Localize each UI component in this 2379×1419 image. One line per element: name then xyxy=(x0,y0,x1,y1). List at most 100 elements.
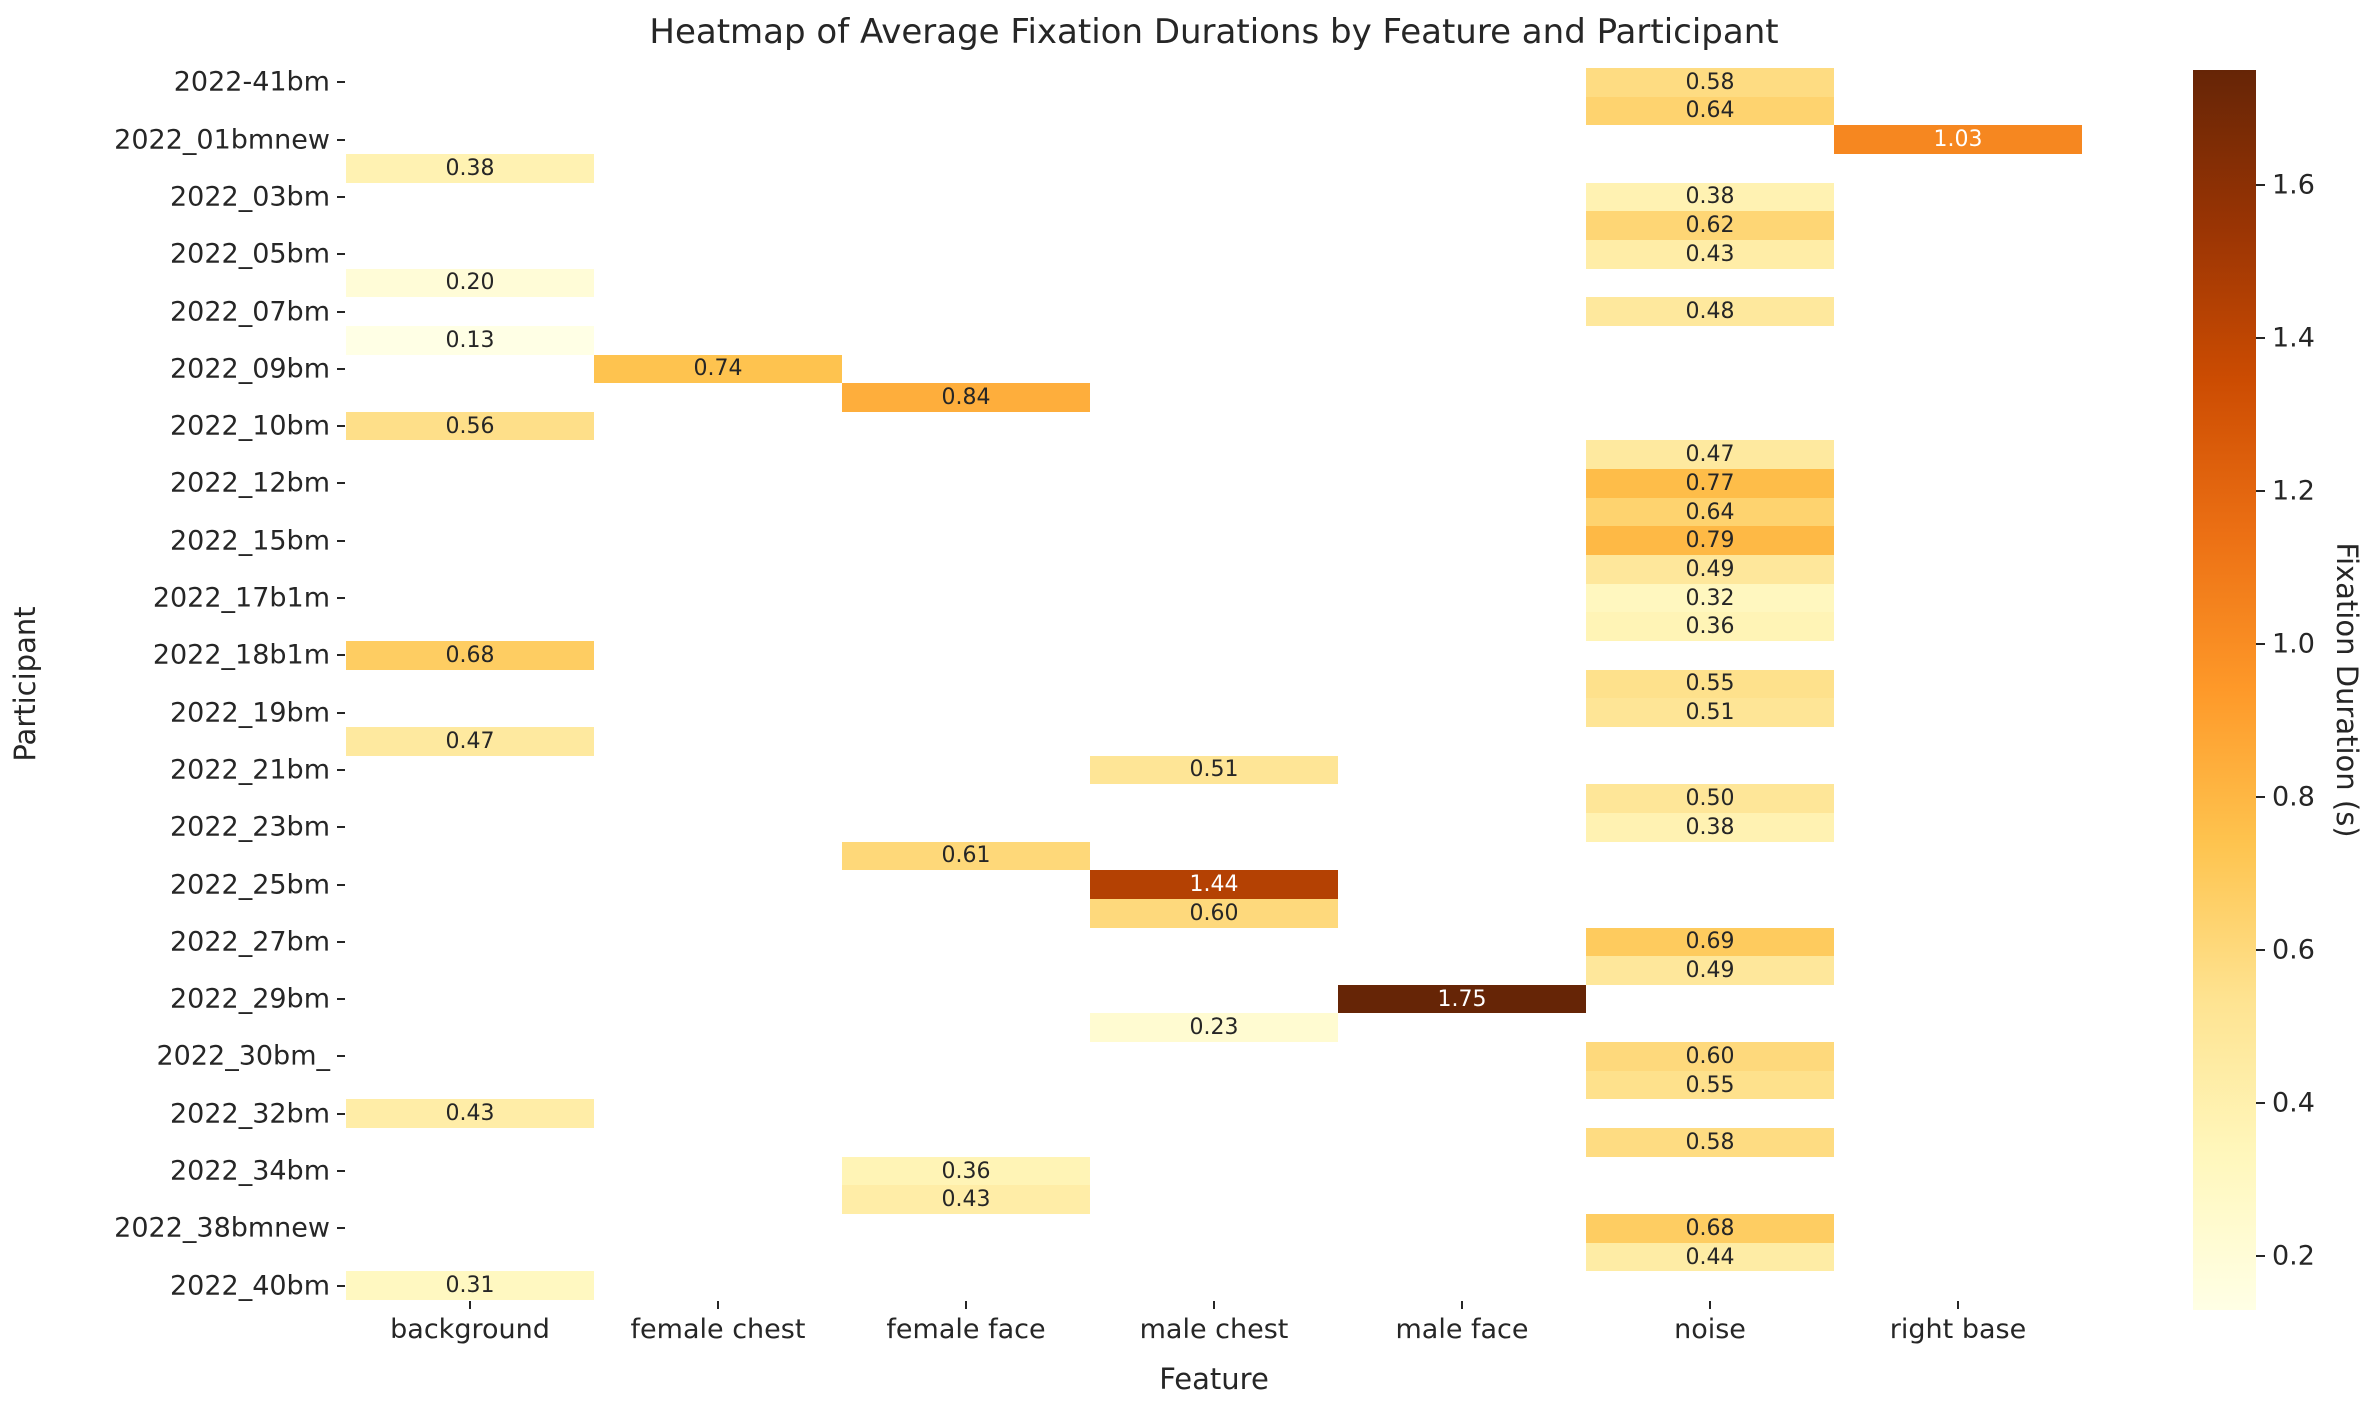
y-tick-mark xyxy=(337,768,345,771)
heatmap-cell: 0.48 xyxy=(1586,297,1834,326)
heatmap-cell: 0.68 xyxy=(346,641,594,670)
heatmap-cell: 0.47 xyxy=(1586,440,1834,470)
y-tick-mark xyxy=(337,883,345,886)
y-tick-label: 2022_17b1m xyxy=(152,582,330,614)
colorbar-tick-mark xyxy=(2256,643,2265,646)
heatmap-cell: 0.36 xyxy=(1586,612,1834,641)
colorbar-tick-mark xyxy=(2256,1102,2265,1105)
y-tick-label: 2022_38bmnew xyxy=(114,1212,330,1244)
y-tick-mark xyxy=(337,654,345,657)
colorbar-tick-mark xyxy=(2256,1255,2265,1258)
colorbar-tick-label: 0.6 xyxy=(2272,934,2315,966)
x-axis-label: Feature xyxy=(1159,1362,1269,1396)
colorbar-tick-mark xyxy=(2256,336,2265,339)
y-tick-mark xyxy=(337,711,345,714)
heatmap-cell: 0.32 xyxy=(1586,583,1834,613)
y-tick-label: 2022_23bm xyxy=(169,811,330,843)
y-tick-label: 2022_10bm xyxy=(169,410,330,442)
y-tick-mark xyxy=(337,1055,345,1058)
y-tick-label: 2022_01bmnew xyxy=(114,124,330,156)
heatmap-cell: 0.43 xyxy=(346,1099,594,1129)
heatmap-cell: 0.69 xyxy=(1586,927,1834,957)
heatmap-cell: 0.38 xyxy=(346,153,594,183)
heatmap-cell: 0.51 xyxy=(1090,755,1338,785)
y-tick-mark xyxy=(337,940,345,943)
heatmap-cell: 0.13 xyxy=(346,325,594,355)
chart-title: Heatmap of Average Fixation Durations by… xyxy=(649,12,1779,52)
x-tick-label: male face xyxy=(1395,1314,1529,1345)
colorbar-label: Fixation Duration (s) xyxy=(2330,542,2364,838)
heatmap-cell: 0.64 xyxy=(1586,497,1834,527)
y-tick-label: 2022_25bm xyxy=(169,869,330,901)
heatmap-cell: 1.75 xyxy=(1338,984,1586,1014)
y-tick-mark xyxy=(337,253,345,256)
heatmap-cell: 0.68 xyxy=(1586,1214,1834,1243)
colorbar-gradient xyxy=(2193,70,2256,1310)
x-tick-label: right base xyxy=(1889,1314,2027,1345)
colorbar-tick-label: 0.4 xyxy=(2272,1087,2315,1119)
heatmap-cell: 0.49 xyxy=(1586,956,1834,985)
heatmap-cell: 0.55 xyxy=(1586,1070,1834,1100)
y-tick-label: 2022-41bm xyxy=(173,66,330,98)
y-tick-mark xyxy=(337,81,345,84)
y-tick-label: 2022_12bm xyxy=(169,467,330,499)
heatmap-cell: 0.55 xyxy=(1586,669,1834,699)
y-tick-label: 2022_32bm xyxy=(169,1098,330,1130)
heatmap-cell: 0.60 xyxy=(1090,898,1338,928)
heatmap-cell: 0.56 xyxy=(346,411,594,441)
y-tick-label: 2022_34bm xyxy=(169,1155,330,1187)
y-tick-label: 2022_15bm xyxy=(169,525,330,557)
y-tick-label: 2022_40bm xyxy=(169,1270,330,1302)
y-tick-mark xyxy=(337,826,345,829)
y-axis-label: Participant xyxy=(8,606,42,762)
colorbar-tick-mark xyxy=(2256,949,2265,952)
heatmap-cell: 1.44 xyxy=(1090,870,1338,899)
colorbar-tick-label: 1.0 xyxy=(2272,628,2315,660)
y-tick-mark xyxy=(337,998,345,1001)
y-tick-label: 2022_03bm xyxy=(169,181,330,213)
heatmap-cell: 0.50 xyxy=(1586,784,1834,813)
heatmap-cell: 0.74 xyxy=(594,354,842,384)
y-tick-mark xyxy=(337,597,345,600)
y-tick-mark xyxy=(337,482,345,485)
x-tick-label: female face xyxy=(886,1314,1046,1345)
y-tick-mark xyxy=(337,1284,345,1287)
colorbar-tick-label: 1.6 xyxy=(2272,169,2315,201)
heatmap-cell: 0.58 xyxy=(1586,1128,1834,1157)
colorbar-tick-mark xyxy=(2256,796,2265,799)
colorbar-tick-label: 0.2 xyxy=(2272,1240,2315,1272)
y-tick-label: 2022_09bm xyxy=(169,353,330,385)
colorbar-tick-mark xyxy=(2256,183,2265,186)
x-tick-mark xyxy=(469,1301,471,1309)
y-tick-mark xyxy=(337,1112,345,1115)
y-tick-label: 2022_30bm_ xyxy=(156,1040,330,1072)
y-tick-label: 2022_21bm xyxy=(169,754,330,786)
x-tick-label: female chest xyxy=(630,1314,806,1345)
x-tick-mark xyxy=(965,1301,967,1309)
y-tick-mark xyxy=(337,367,345,370)
heatmap-cell: 0.20 xyxy=(346,268,594,298)
y-tick-mark xyxy=(337,195,345,198)
heatmap-cell: 0.64 xyxy=(1586,96,1834,126)
x-tick-mark xyxy=(1213,1301,1215,1309)
y-tick-label: 2022_19bm xyxy=(169,697,330,729)
heatmap-cell: 0.84 xyxy=(842,383,1090,412)
heatmap-plot-area: 0.58 0.64 1.03 0.38 0.38 0.62 0.43 0.20 0.48 0.13… xyxy=(346,68,2082,1300)
x-tick-label: noise xyxy=(1674,1314,1746,1345)
heatmap-cell: 0.31 xyxy=(346,1271,594,1300)
y-tick-label: 2022_05bm xyxy=(169,238,330,270)
colorbar-tick-label: 1.2 xyxy=(2272,475,2315,507)
heatmap-cell: 0.36 xyxy=(842,1156,1090,1186)
y-tick-mark xyxy=(337,138,345,141)
heatmap-cell: 0.38 xyxy=(1586,812,1834,842)
x-tick-label: male chest xyxy=(1139,1314,1289,1345)
y-tick-label: 2022_18b1m xyxy=(152,639,330,671)
x-tick-mark xyxy=(1709,1301,1711,1309)
x-tick-mark xyxy=(717,1301,719,1309)
heatmap-cell: 0.79 xyxy=(1586,526,1834,556)
y-tick-label: 2022_07bm xyxy=(169,296,330,328)
y-tick-mark xyxy=(337,1170,345,1173)
heatmap-cell: 0.51 xyxy=(1586,698,1834,727)
colorbar-tick-label: 0.8 xyxy=(2272,781,2315,813)
